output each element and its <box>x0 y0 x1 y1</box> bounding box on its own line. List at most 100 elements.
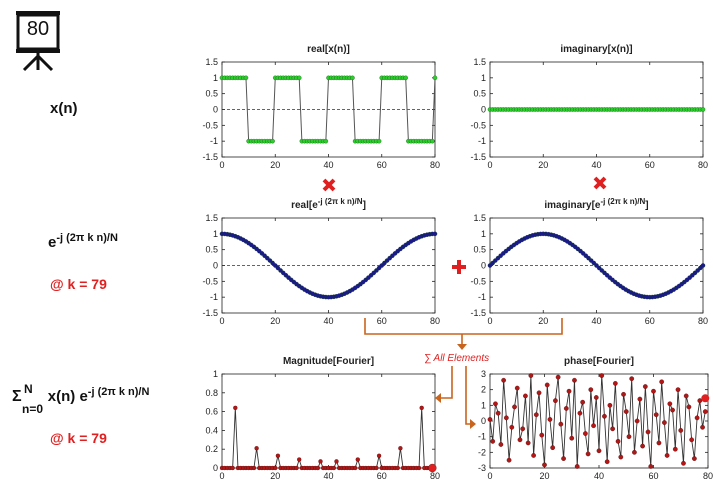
x-tick-label: 0 <box>219 316 224 326</box>
phase-point <box>648 464 654 469</box>
x-tick-label: 60 <box>648 471 658 481</box>
y-tick-label: -1 <box>478 136 486 146</box>
label-exponential: e-j (2π k n)/N <box>48 232 118 251</box>
phase-point <box>487 417 493 422</box>
phase-point <box>667 401 673 407</box>
phase-point <box>632 449 637 455</box>
x-tick-label: 80 <box>430 160 440 170</box>
phase-point <box>700 424 705 430</box>
x-tick-label: 40 <box>594 471 604 481</box>
data-point <box>700 263 706 268</box>
phase-point <box>547 417 553 422</box>
y-tick-label: 2 <box>481 385 486 395</box>
y-tick-label: -0.5 <box>470 276 486 286</box>
y-tick-label: 1 <box>481 73 486 83</box>
x-tick-label: 60 <box>377 316 387 326</box>
phase-point <box>544 382 550 388</box>
phase-point <box>577 410 583 416</box>
phase-point <box>566 388 572 394</box>
y-tick-label: -1 <box>478 432 486 442</box>
phase-point <box>653 412 659 418</box>
phase-point <box>599 373 605 378</box>
y-tick-label: -0.5 <box>470 120 486 130</box>
phase-point <box>585 451 591 457</box>
x-tick-label: 40 <box>591 316 601 326</box>
y-tick-label: 0.5 <box>205 89 218 99</box>
phase-point <box>602 413 607 419</box>
magnitude-point <box>355 457 360 462</box>
phase-point <box>637 396 643 402</box>
x-tick-label: 0 <box>487 160 492 170</box>
phase-point <box>604 459 610 465</box>
phase-point <box>651 388 656 394</box>
phase-point <box>588 387 594 393</box>
magnitude-point <box>416 465 422 471</box>
data-point <box>432 231 438 237</box>
x-tick-label: 80 <box>698 160 708 170</box>
phase-point <box>574 464 580 469</box>
x-tick-label: 60 <box>377 160 387 170</box>
presentation-board-icon <box>16 11 60 72</box>
phase-point <box>506 457 512 463</box>
y-tick-label: 1.5 <box>205 57 218 67</box>
phase-point <box>678 428 684 433</box>
phase-point <box>533 412 539 418</box>
y-tick-label: -1 <box>210 292 218 302</box>
phase-point <box>558 421 564 427</box>
phase-point <box>495 410 501 416</box>
chart-imag-x: imaginary[x(n)] 0 20 40 60 80 -1.5 -1 -0.5 0 0.5 1 1… <box>470 44 708 170</box>
phase-point <box>512 404 517 410</box>
x-tick-label: 20 <box>270 316 280 326</box>
phase-point <box>528 373 534 378</box>
phase-point <box>596 448 602 454</box>
phase-point <box>520 426 526 432</box>
phase-point <box>615 439 621 444</box>
phase-point <box>514 385 520 391</box>
y-tick-label: 1 <box>481 400 486 410</box>
chart-title: phase[Fourier] <box>564 356 634 367</box>
y-tick-label: 1.5 <box>473 57 486 67</box>
x-tick-label: 20 <box>538 316 548 326</box>
y-tick-label: -0.5 <box>202 276 218 286</box>
magnitude-point <box>352 465 358 471</box>
phase-point <box>656 440 662 446</box>
frame-number: 80 <box>26 18 50 40</box>
x-tick-label: 20 <box>539 471 549 481</box>
y-tick-label: -1.5 <box>202 308 218 318</box>
phase-point <box>542 462 547 468</box>
phase-point <box>493 401 498 407</box>
y-tick-label: 0 <box>213 105 218 115</box>
data-point <box>432 75 438 81</box>
phase-point <box>569 435 575 441</box>
y-tick-label: -2 <box>478 447 486 457</box>
phase-point <box>531 453 536 458</box>
y-tick-label: -1 <box>210 136 218 146</box>
phase-point <box>634 418 640 424</box>
magnitude-point <box>376 453 382 458</box>
magnitude-point <box>273 465 278 471</box>
x-tick-label: 80 <box>703 471 713 481</box>
chart-real-x: real[x(n)] 0 20 40 60 80 -1.5 -1 -0.5 0 0.5 1 1.5 <box>202 44 440 170</box>
phase-point <box>580 399 586 405</box>
phase-point <box>694 415 700 421</box>
x-tick-label: 60 <box>645 160 655 170</box>
magnitude-point <box>294 465 299 471</box>
data-point <box>350 75 355 81</box>
magnitude-point <box>398 446 403 451</box>
phase-point <box>642 384 648 389</box>
phase-point <box>626 434 632 440</box>
multiply-icon-right <box>593 176 607 190</box>
x-tick-label: 20 <box>270 471 280 481</box>
x-tick-label: 0 <box>219 471 224 481</box>
phase-point <box>517 437 523 443</box>
phase-point <box>621 392 626 397</box>
y-tick-label: 0 <box>481 261 486 271</box>
y-tick-label: -0.5 <box>202 120 218 130</box>
phase-point <box>670 407 675 413</box>
current-bin-point <box>701 394 710 403</box>
x-tick-label: 40 <box>323 160 333 170</box>
y-tick-label: 0 <box>213 463 218 473</box>
phase-point <box>659 379 665 385</box>
phase-point <box>610 426 615 432</box>
